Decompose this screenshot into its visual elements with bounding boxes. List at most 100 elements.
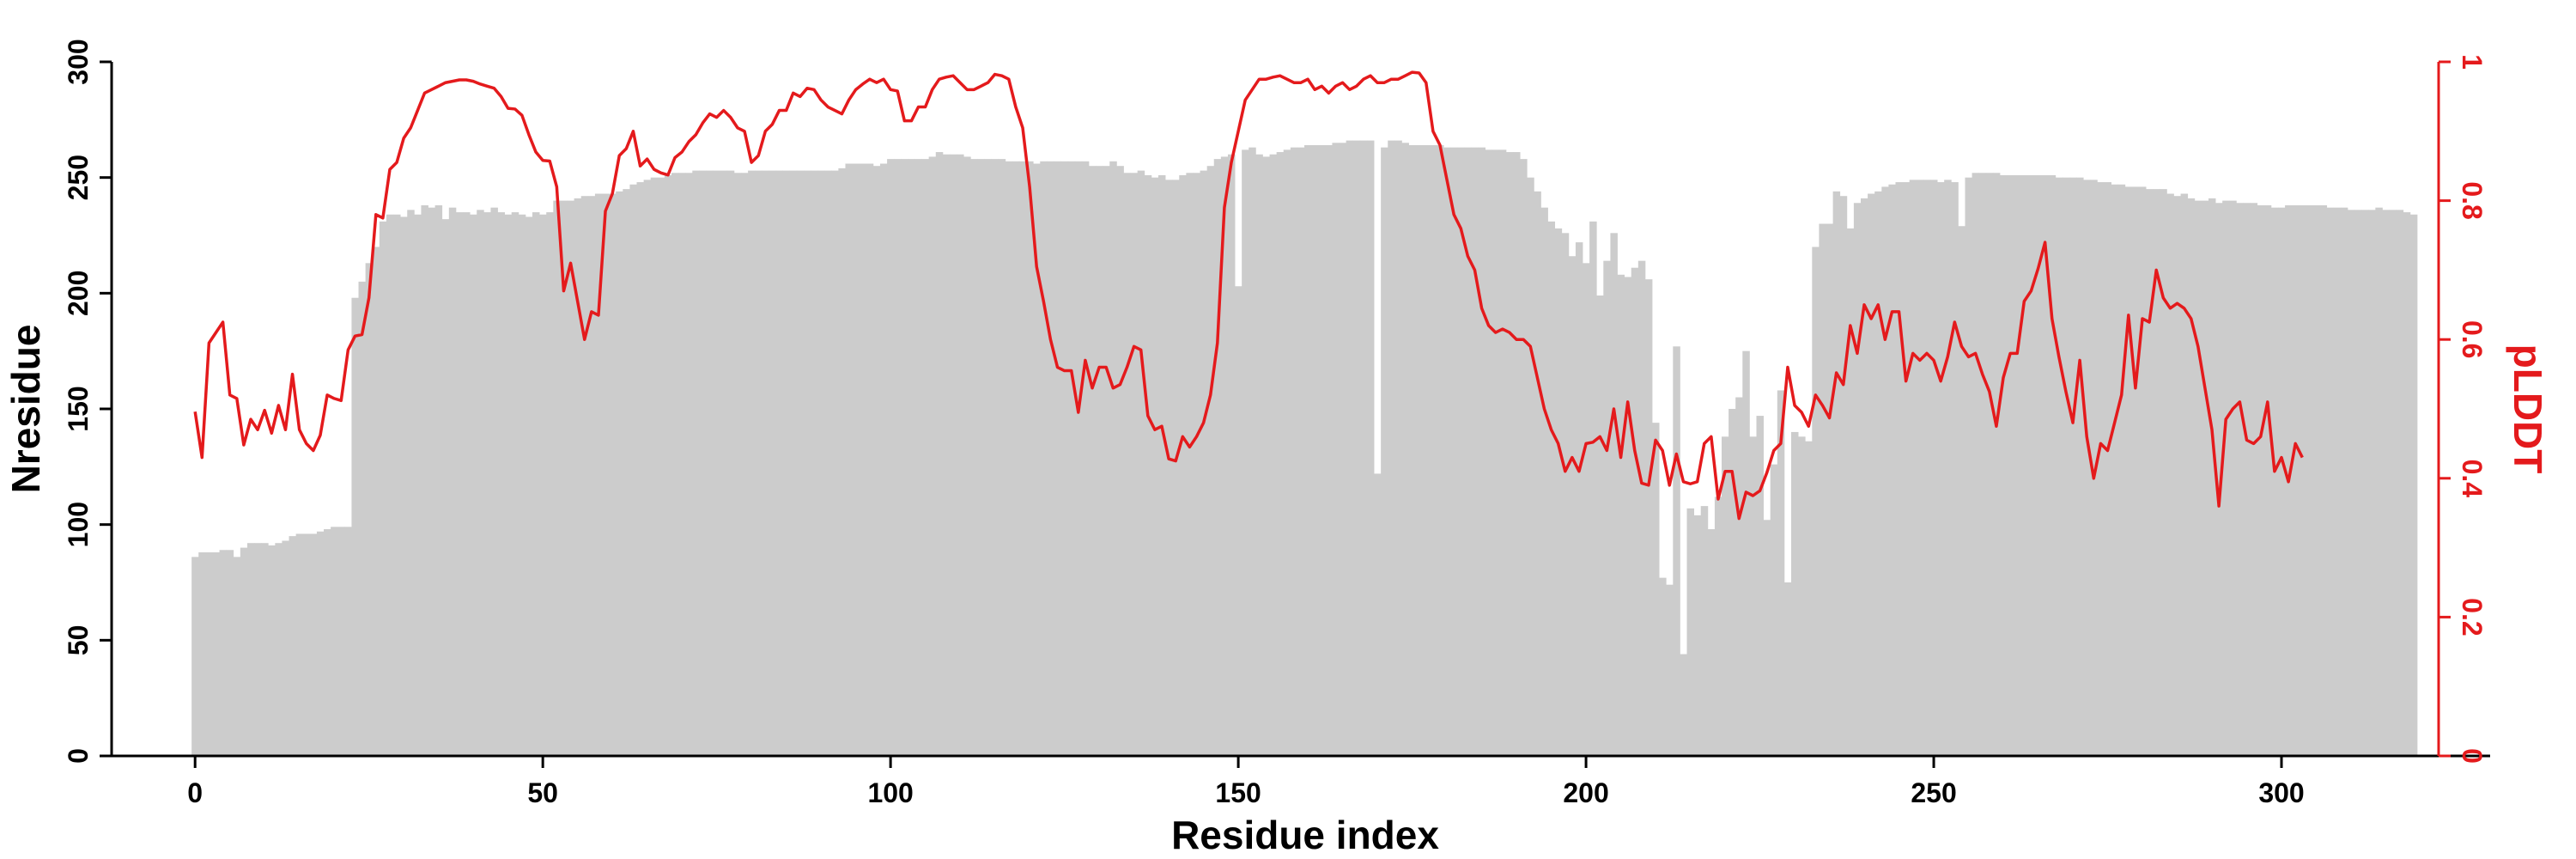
bar — [852, 163, 860, 756]
bar — [1137, 170, 1145, 757]
bar — [1103, 166, 1110, 756]
bar — [246, 543, 255, 756]
bar — [762, 170, 769, 757]
bar — [2243, 203, 2251, 757]
bar — [282, 540, 289, 756]
bar — [2222, 200, 2230, 757]
bar — [1485, 149, 1493, 757]
bar — [901, 159, 908, 756]
bar — [2187, 198, 2196, 756]
bar — [2124, 186, 2133, 756]
bar — [518, 214, 526, 756]
bar — [643, 180, 652, 757]
y-tick-label: 50 — [63, 625, 94, 656]
bar — [1603, 260, 1611, 756]
bar — [1339, 143, 1347, 756]
bar — [1381, 147, 1388, 756]
bar — [1012, 161, 1020, 756]
bar — [1096, 166, 1103, 756]
bar — [379, 221, 387, 757]
bar — [1958, 226, 1965, 757]
bar — [504, 214, 513, 756]
bar — [511, 212, 519, 756]
bar — [1965, 177, 1972, 757]
bar — [2194, 200, 2202, 757]
bar — [733, 173, 742, 756]
bar — [1951, 182, 1959, 757]
bar — [2382, 210, 2390, 756]
bar — [2138, 186, 2147, 756]
bar — [1130, 173, 1139, 756]
bar — [1707, 529, 1716, 756]
x-tick-label: 50 — [527, 777, 558, 808]
bar — [678, 173, 686, 756]
bar — [1457, 147, 1465, 756]
bar — [1680, 654, 1687, 756]
bar — [1374, 473, 1382, 756]
bar — [497, 212, 506, 756]
bar — [1249, 147, 1256, 756]
bar — [1853, 203, 1862, 757]
bar — [1443, 147, 1451, 756]
bar — [1047, 161, 1054, 756]
bar — [726, 170, 735, 757]
bar — [1505, 152, 1514, 757]
bar — [1074, 161, 1083, 756]
bar — [887, 159, 895, 756]
bar — [2250, 203, 2258, 757]
bar — [1026, 161, 1034, 756]
bar — [525, 216, 533, 756]
bar — [1937, 182, 1945, 757]
bar — [1547, 221, 1556, 757]
bar — [1631, 267, 1639, 757]
bar — [1318, 144, 1326, 756]
bar — [1471, 147, 1479, 756]
bar — [1492, 149, 1500, 757]
bar — [1839, 196, 1848, 756]
bar — [414, 214, 422, 756]
bar — [448, 207, 457, 756]
x-tick-label: 100 — [867, 777, 913, 808]
bar — [2153, 189, 2160, 756]
bar — [553, 200, 561, 757]
bar — [1450, 147, 1458, 756]
bar — [1909, 180, 1917, 757]
bar — [212, 551, 220, 756]
bar — [358, 281, 367, 756]
bar — [1262, 156, 1270, 756]
plddt-line — [193, 70, 2304, 521]
bar — [991, 159, 999, 756]
bar — [699, 170, 707, 757]
y-axis-title: Nresidue — [3, 325, 48, 494]
x-tick-label: 200 — [1563, 777, 1608, 808]
bar — [2208, 198, 2216, 756]
bar — [2201, 200, 2209, 757]
y2-axis-title: pLDDT — [2506, 344, 2550, 474]
bar — [1498, 149, 1507, 757]
bar — [567, 200, 575, 757]
bar — [1040, 161, 1048, 756]
bar — [2292, 204, 2300, 757]
y-ticks: 0 50 100 150 200 250 300 — [63, 39, 112, 764]
bar — [483, 212, 491, 756]
bar-series — [191, 140, 2418, 757]
bar — [1763, 520, 1771, 756]
bar — [268, 545, 276, 756]
bar — [226, 550, 234, 756]
bar — [1346, 140, 1354, 756]
bar — [1583, 263, 1590, 756]
bar — [1700, 506, 1709, 756]
bar — [2069, 177, 2077, 757]
bar — [1283, 149, 1291, 757]
bar — [365, 263, 374, 756]
bar — [1589, 221, 1597, 757]
bar — [2403, 212, 2411, 756]
bar — [636, 182, 645, 757]
bar — [2340, 207, 2348, 756]
bar — [1060, 161, 1069, 756]
bar — [2389, 210, 2397, 756]
bar — [1575, 242, 1583, 757]
bar — [1388, 140, 1395, 756]
bar — [616, 191, 623, 756]
